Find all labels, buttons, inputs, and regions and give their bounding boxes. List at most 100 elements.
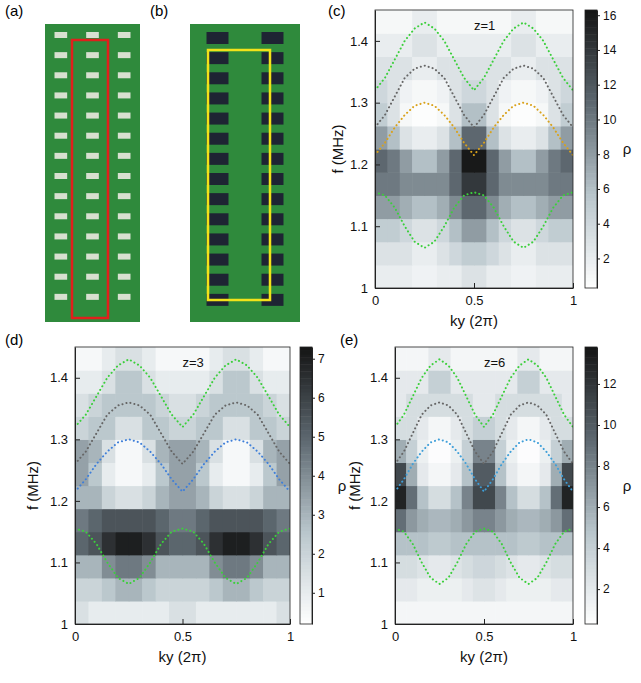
heatmap-cell — [428, 486, 440, 510]
heatmap-cell — [425, 149, 438, 173]
dispersion-curve — [375, 66, 573, 128]
heatmap-cell — [75, 578, 89, 602]
colorbar-step — [300, 406, 312, 410]
annotation: z=3 — [183, 355, 204, 370]
heatmap-cell — [511, 33, 524, 57]
heatmap-cell — [440, 462, 452, 486]
heatmap-cell — [250, 347, 264, 371]
photo-component — [55, 274, 68, 280]
colorbar-step — [585, 596, 597, 600]
tick-label: 8 — [603, 459, 610, 473]
heatmap-cell — [250, 370, 264, 394]
heatmap-cell — [540, 393, 552, 417]
heatmap-cell — [561, 242, 573, 266]
colorbar-step — [300, 520, 312, 524]
colorbar-step — [300, 513, 312, 517]
colorbar-step — [585, 420, 597, 424]
colorbar-step — [585, 461, 597, 465]
heatmap-cell — [417, 509, 429, 533]
heatmap-cell — [506, 370, 518, 394]
colorbar-step — [585, 503, 597, 507]
axis-line — [76, 624, 291, 625]
heatmap-cell — [484, 578, 496, 602]
heatmap-cell — [425, 265, 438, 288]
colorbar-step — [300, 596, 312, 600]
colorbar-step — [300, 378, 312, 382]
heatmap-cell — [129, 532, 143, 556]
colorbar-step — [300, 572, 312, 576]
heatmap-cell — [428, 370, 440, 394]
colorbar-step — [300, 551, 312, 555]
heatmap-cell — [169, 555, 183, 579]
photo-component — [55, 133, 68, 139]
photo-component — [118, 254, 131, 260]
heatmap-cell — [536, 56, 549, 80]
heatmap-cell — [484, 601, 496, 624]
heatmap-cell — [250, 601, 264, 624]
heatmap-cell — [115, 509, 129, 533]
heatmap-cell — [536, 33, 549, 57]
heatmap-cell — [495, 601, 507, 624]
photo-component — [207, 52, 229, 64]
annotation: z=1 — [474, 18, 495, 33]
colorbar-step — [585, 475, 597, 479]
photo-component — [55, 72, 68, 78]
photo-component — [86, 274, 99, 280]
heatmap-cell — [449, 149, 462, 173]
colorbar-step — [585, 191, 597, 195]
heatmap-cell — [250, 486, 264, 510]
panel-label: (c) — [328, 2, 346, 19]
heatmap-cell — [88, 555, 102, 579]
heatmap-cell — [499, 265, 512, 288]
colorbar-step — [585, 510, 597, 514]
heatmap-cell — [511, 172, 524, 196]
heatmap-cell — [236, 370, 250, 394]
heatmap-cell — [400, 195, 413, 219]
colorbar-step — [300, 496, 312, 500]
colorbar-step — [300, 527, 312, 531]
heatmap-cell — [277, 393, 290, 417]
heatmap-cell — [428, 601, 440, 624]
colorbar-step — [585, 548, 597, 552]
photo-component — [118, 113, 131, 119]
heatmap-cell — [506, 439, 518, 463]
colorbar-step — [585, 76, 597, 80]
photo-component — [118, 52, 131, 58]
heatmap-cell — [551, 532, 563, 556]
heatmap-cell — [511, 80, 524, 104]
tick-label: 5 — [318, 430, 325, 444]
colorbar-step — [300, 447, 312, 451]
tick: 4 — [597, 217, 610, 231]
colorbar-step — [300, 350, 312, 354]
tick-label: 0.5 — [465, 293, 483, 308]
heatmap-cell — [406, 393, 418, 417]
photo-component — [118, 92, 131, 98]
heatmap-cell — [102, 601, 116, 624]
heatmap-cell — [142, 416, 156, 440]
axis-line — [597, 348, 598, 625]
colorbar-step — [585, 437, 597, 441]
tick: 8 — [597, 148, 610, 162]
heatmap-cell — [451, 347, 463, 371]
heatmap-cell — [375, 56, 388, 80]
heatmap-cell — [412, 56, 425, 80]
heatmap-cell — [412, 126, 425, 150]
colorbar-step — [585, 451, 597, 455]
colorbar-step — [300, 440, 312, 444]
heatmap-cell — [437, 265, 450, 288]
heatmap-cell — [277, 555, 290, 579]
heatmap-cell — [473, 601, 485, 624]
colorbar-step — [300, 399, 312, 403]
y-axis-title: f (MHz) — [24, 461, 41, 510]
colorbar-step — [585, 440, 597, 444]
colorbar-step — [300, 492, 312, 496]
heatmap-cell — [395, 578, 407, 602]
x-axis: 00.51 — [392, 619, 577, 644]
heatmap-cell — [506, 509, 518, 533]
heatmap-cell — [495, 486, 507, 510]
colorbar-step — [300, 499, 312, 503]
heatmap-cell — [406, 578, 418, 602]
tick-mark — [484, 619, 485, 624]
heatmap-cell — [524, 149, 537, 173]
colorbar-step — [585, 232, 597, 236]
